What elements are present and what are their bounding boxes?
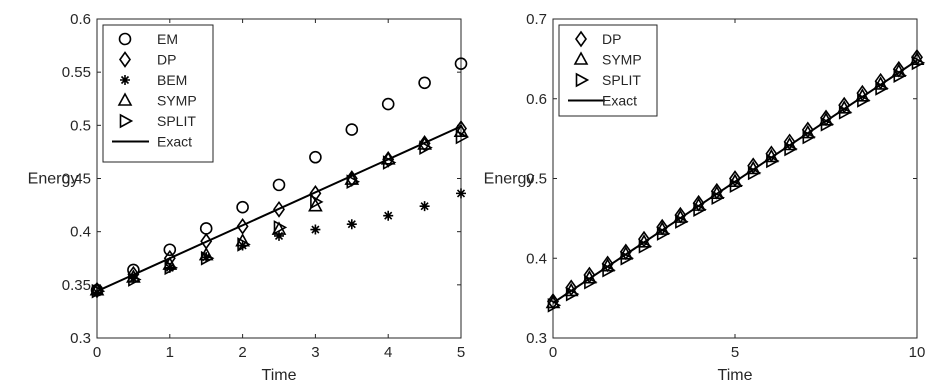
y-tick-label: 0.3 — [526, 330, 547, 347]
data-point-split — [273, 220, 288, 235]
data-point-em — [236, 200, 249, 214]
data-point-symp — [235, 233, 250, 247]
data-point-bem — [164, 262, 175, 273]
data-point-em — [272, 178, 286, 192]
data-point-em — [418, 76, 431, 90]
legend-label-split: SPLIT — [157, 113, 196, 129]
legend: EM DP BEM SYMP SPLIT Exact — [102, 24, 214, 163]
x-tick-label: 5 — [731, 344, 739, 361]
legend-box — [102, 24, 214, 163]
y-tick-label: 0.5 — [70, 117, 91, 134]
x-tick-label: 0 — [93, 344, 101, 361]
legend-label-exact: Exact — [602, 93, 637, 109]
x-tick-label: 10 — [909, 344, 926, 361]
y-tick-label: 0.6 — [70, 11, 91, 28]
legend-marker-symp — [573, 51, 589, 65]
x-tick-label: 2 — [238, 344, 246, 361]
x-axis-label: Time — [262, 367, 297, 384]
series-split — [91, 129, 470, 299]
data-point-split — [346, 174, 360, 190]
data-point-symp — [308, 197, 323, 212]
data-point-symp — [453, 123, 469, 138]
data-point-split — [164, 260, 178, 276]
data-point-em — [309, 150, 322, 164]
legend-marker-dp — [575, 30, 587, 48]
data-point-symp — [162, 256, 178, 270]
y-tick-label: 0.4 — [70, 224, 91, 241]
data-point-bem — [346, 219, 357, 230]
legend-label-bem: BEM — [157, 72, 187, 88]
data-point-em — [381, 97, 395, 111]
y-tick-label: 0.55 — [62, 64, 91, 81]
data-point-em — [163, 243, 177, 257]
x-tick-label: 4 — [384, 344, 392, 361]
legend-marker-split — [119, 113, 134, 129]
data-point-em — [454, 57, 468, 70]
data-point-symp — [198, 246, 214, 261]
data-point-split — [310, 194, 324, 210]
x-tick-label: 1 — [166, 344, 174, 361]
legend-label-dp: DP — [602, 31, 621, 47]
y-tick-label: 0.6 — [526, 91, 547, 108]
y-axis-label: Energy — [484, 171, 535, 188]
data-point-bem — [419, 201, 430, 212]
legend: DP SYMP SPLIT Exact — [558, 24, 658, 117]
chart-panel-1: 0 1 2 3 4 5 0.3 0.35 0.4 0.45 0.5 0.55 0.6 Time Energy… — [28, 11, 470, 384]
data-point-split — [419, 140, 433, 156]
y-tick-label: 0.45 — [62, 171, 91, 188]
data-point-split — [91, 283, 106, 299]
data-point-symp — [344, 171, 360, 185]
legend-label-symp: SYMP — [157, 93, 197, 109]
x-axis-label: Time — [718, 367, 753, 384]
data-point-bem — [201, 252, 212, 263]
y-axis-label: Energy — [28, 171, 79, 188]
data-point-split — [128, 272, 142, 287]
y-tick-label: 0.7 — [526, 11, 547, 28]
legend-label-symp: SYMP — [602, 52, 642, 68]
data-point-em — [345, 123, 359, 136]
data-point-bem — [92, 287, 102, 298]
legend-label-em: EM — [157, 31, 178, 47]
data-point-split — [200, 250, 215, 266]
exact-line — [552, 59, 918, 304]
data-point-bem — [128, 273, 139, 284]
legend-label-exact: Exact — [157, 134, 192, 150]
x-tick-label: 5 — [457, 344, 465, 361]
data-point-bem — [383, 210, 394, 221]
y-tick-label: 0.5 — [526, 171, 547, 188]
data-point-split — [237, 237, 251, 252]
data-point-symp — [909, 51, 925, 65]
exact-line — [96, 125, 462, 293]
y-tick-label: 0.4 — [526, 250, 547, 267]
legend-marker-bem — [120, 75, 130, 85]
y-tick-label: 0.35 — [62, 277, 91, 294]
legend-label-split: SPLIT — [602, 72, 641, 88]
data-point-bem — [310, 224, 321, 235]
data-point-bem — [274, 230, 284, 241]
x-tick-label: 0 — [549, 344, 557, 361]
legend-marker-dp — [119, 51, 131, 68]
legend-marker-symp — [117, 92, 133, 106]
legend-marker-em — [118, 32, 132, 46]
x-tick-label: 3 — [311, 344, 319, 361]
legend-marker-split — [575, 72, 590, 88]
y-tick-label: 0.3 — [70, 330, 91, 347]
data-point-bem — [456, 188, 466, 199]
data-point-split — [455, 129, 470, 145]
chart-panel-2: 0 5 10 0.3 0.4 0.5 0.6 0.7 Time Energy DP SYMP SPLIT… — [484, 11, 926, 384]
legend-label-dp: DP — [157, 52, 176, 68]
series-exact — [552, 59, 918, 304]
series-exact — [96, 125, 462, 293]
